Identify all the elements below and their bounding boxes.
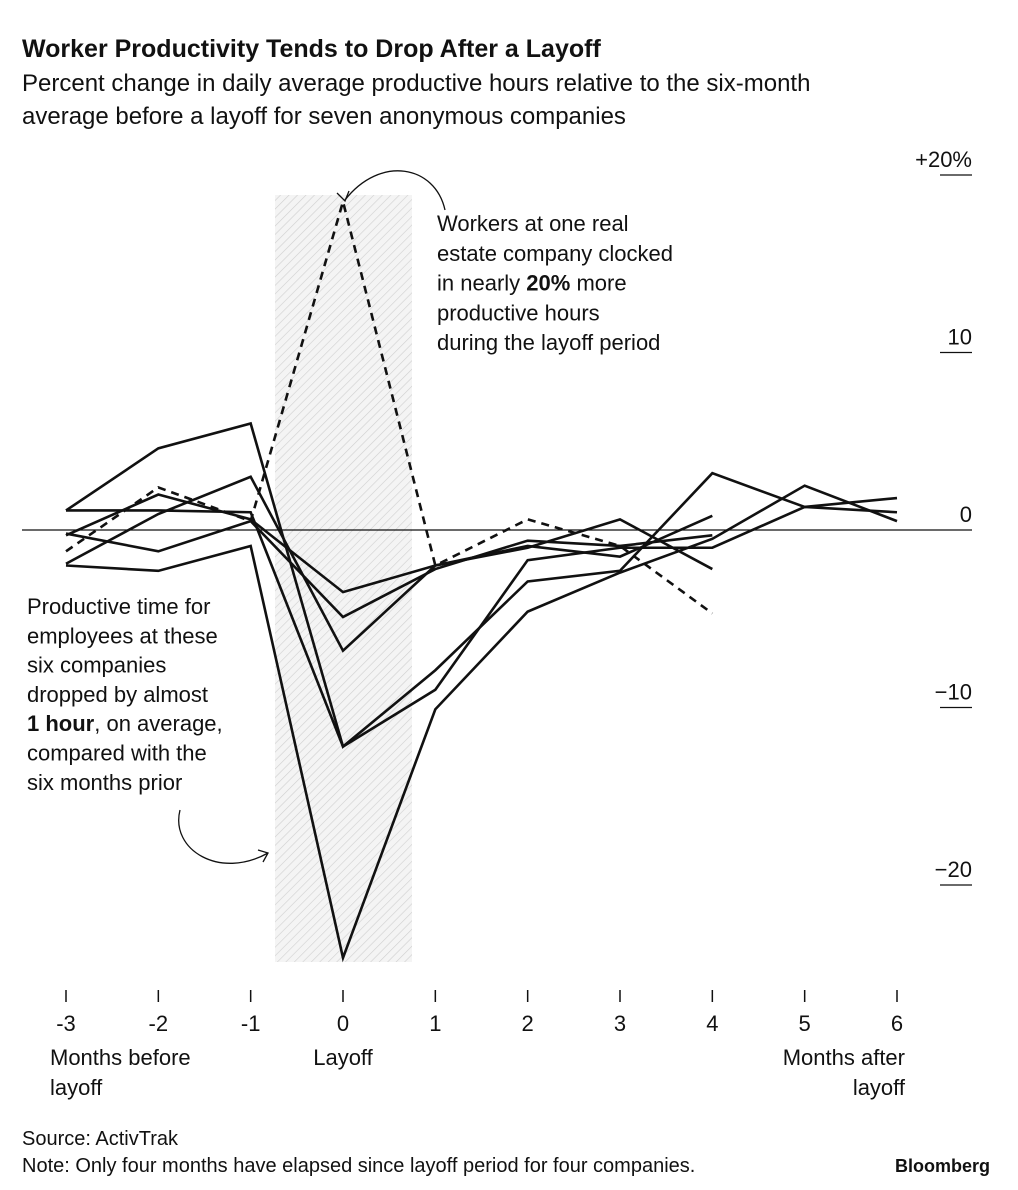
annotation: productive hours (437, 300, 600, 325)
annotation-text: dropped by almost (27, 682, 208, 707)
y-tick-label: −20 (935, 857, 972, 882)
annotation: in nearly 20% more (437, 271, 627, 296)
arrowhead (336, 190, 350, 203)
arrow (178, 809, 269, 864)
x-tick-label: 1 (429, 1011, 441, 1036)
annotation: estate company clocked (437, 241, 673, 266)
annotation-text: employees at these (27, 623, 218, 648)
chart-title: Worker Productivity Tends to Drop After … (22, 35, 601, 63)
annotation-text: six companies (27, 653, 166, 678)
source: Source: ActivTrak (22, 1128, 179, 1150)
series-line (65, 475, 713, 653)
annotation: dropped by almost (27, 682, 208, 707)
x-axis-label: Layoff (313, 1045, 373, 1070)
y-tick-label: −10 (935, 680, 972, 705)
series-line (65, 196, 714, 615)
y-tick-label: +20% (915, 147, 972, 172)
note: Note: Only four months have elapsed sinc… (22, 1155, 695, 1177)
arrow (344, 170, 446, 211)
annotation: six companies (27, 653, 166, 678)
x-tick-label: 2 (522, 1011, 534, 1036)
x-tick-label: -1 (241, 1011, 261, 1036)
x-tick-label: 6 (891, 1011, 903, 1036)
annotation-text: productive hours (437, 300, 600, 325)
x-axis-label: Months before (50, 1045, 191, 1070)
annotation-text: estate company clocked (437, 241, 673, 266)
x-axis-label: layoff (50, 1075, 103, 1100)
annotation: Productive time for (27, 594, 210, 619)
x-tick-label: 5 (799, 1011, 811, 1036)
x-axis-label: layoff (853, 1075, 906, 1100)
annotation-text: Workers at one real (437, 211, 629, 236)
x-axis-label: Months after (783, 1045, 905, 1070)
arrowhead (257, 849, 269, 863)
x-tick-label: 3 (614, 1011, 626, 1036)
annotation-text: 1 hour (27, 711, 95, 736)
annotation-text: during the layoff period (437, 330, 660, 355)
annotation-text: in nearly (437, 271, 526, 296)
annotation-text: Productive time for (27, 594, 210, 619)
x-tick-label: -2 (149, 1011, 169, 1036)
subtitle: average before a layoff for seven anonym… (22, 103, 626, 130)
annotation: employees at these (27, 623, 218, 648)
x-tick-label: -3 (56, 1011, 76, 1036)
annotation-text: , on average, (94, 711, 222, 736)
annotation: Workers at one real (437, 211, 629, 236)
subtitle: Percent change in daily average producti… (22, 70, 810, 97)
y-tick-label: 0 (960, 502, 972, 527)
series-line (66, 505, 898, 749)
y-tick-label: 10 (948, 325, 972, 350)
annotation: 1 hour, on average, (27, 711, 223, 736)
brand: Bloomberg (895, 1156, 990, 1176)
annotation: compared with the (27, 741, 207, 766)
annotation-text: 20% (526, 271, 570, 296)
series-line (65, 484, 898, 963)
x-tick-label: 4 (706, 1011, 718, 1036)
series-line (65, 493, 713, 594)
annotation: during the layoff period (437, 330, 660, 355)
annotation-text: six months prior (27, 770, 182, 795)
annotation: six months prior (27, 770, 182, 795)
series-line (65, 519, 713, 619)
x-tick-label: 0 (337, 1011, 349, 1036)
annotation-text: compared with the (27, 741, 207, 766)
annotation-text: more (570, 271, 626, 296)
